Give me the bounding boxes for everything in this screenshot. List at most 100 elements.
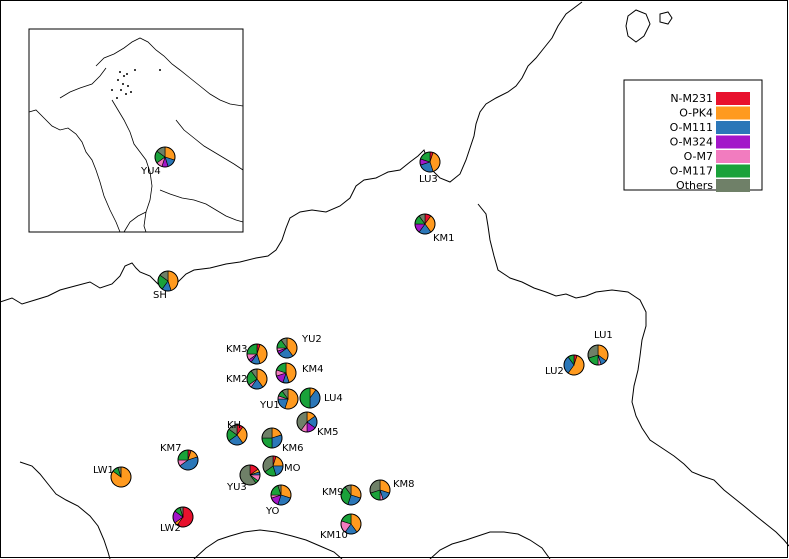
pie-outline bbox=[299, 387, 321, 409]
pie-km7: KM7 bbox=[160, 443, 199, 471]
pie-outline bbox=[270, 484, 292, 506]
inset-border-b bbox=[59, 67, 107, 99]
pie-yu3: YU3 bbox=[226, 464, 261, 493]
pie-km10: KM10 bbox=[320, 513, 362, 541]
pie-outline bbox=[262, 455, 284, 477]
population-label: KM2 bbox=[226, 374, 248, 385]
pie-outline bbox=[246, 343, 268, 365]
inset-coastline bbox=[28, 109, 121, 233]
inset-border-a bbox=[95, 37, 244, 107]
legend-swatch bbox=[716, 164, 750, 178]
population-label: KM5 bbox=[317, 427, 339, 438]
population-label: KM10 bbox=[320, 530, 348, 541]
population-label: LW1 bbox=[93, 465, 114, 476]
inset-coast-south bbox=[123, 211, 147, 233]
legend-label: O-M111 bbox=[670, 121, 713, 134]
population-label: YU4 bbox=[140, 166, 161, 177]
population-pies: YU4 LU3 KM1 SH LU1 LU2 KM3 YU2 KM2 KM4 YU1 LU4 KM5 KH… bbox=[93, 146, 613, 541]
population-label: YO bbox=[265, 506, 280, 517]
southeast-boundary bbox=[429, 531, 551, 559]
legend-swatch bbox=[716, 150, 750, 163]
population-label: KH bbox=[227, 420, 241, 431]
pie-km5: KM5 bbox=[296, 411, 339, 438]
legend-swatch bbox=[716, 106, 750, 120]
legend-label: O-M324 bbox=[670, 136, 713, 149]
pie-outline bbox=[172, 506, 194, 528]
pie-lw2: LW2 bbox=[160, 506, 194, 534]
population-label: KM7 bbox=[160, 443, 182, 454]
pie-km4: KM4 bbox=[275, 362, 324, 384]
population-label: KM6 bbox=[282, 443, 304, 454]
pie-outline bbox=[226, 424, 248, 446]
inset-frame bbox=[28, 28, 244, 233]
pie-km2: KM2 bbox=[226, 368, 268, 390]
pie-km8: KM8 bbox=[369, 479, 415, 501]
population-label: YU2 bbox=[301, 334, 322, 345]
southern-boundary bbox=[193, 529, 343, 559]
legend-label: N-M231 bbox=[670, 92, 713, 105]
legend-swatch bbox=[716, 92, 750, 105]
pie-yu2: YU2 bbox=[276, 334, 322, 359]
pie-outline bbox=[275, 362, 297, 384]
pie-km3: KM3 bbox=[226, 343, 268, 365]
pie-outline bbox=[419, 151, 441, 173]
population-label: LU4 bbox=[324, 393, 343, 404]
pie-km6: KM6 bbox=[261, 427, 304, 454]
population-label: MO bbox=[284, 463, 301, 474]
population-label: LU3 bbox=[419, 174, 438, 185]
northern-boundary bbox=[0, 1, 583, 305]
inset-border-d bbox=[175, 119, 244, 171]
population-label: LU2 bbox=[545, 366, 564, 377]
pie-lw1: LW1 bbox=[93, 465, 132, 488]
legend-swatch bbox=[716, 121, 750, 134]
inset-map bbox=[28, 28, 244, 233]
pie-outline bbox=[239, 464, 261, 486]
pie-yu1: YU1 bbox=[259, 388, 299, 411]
pie-outline bbox=[277, 388, 299, 410]
pie-outline bbox=[340, 513, 362, 535]
pie-km9: KM9 bbox=[322, 484, 362, 506]
population-label: SH bbox=[153, 290, 167, 301]
inset-dots bbox=[111, 69, 161, 99]
pie-outline bbox=[563, 354, 585, 376]
island-shapes bbox=[625, 9, 673, 43]
legend-swatch bbox=[716, 179, 750, 192]
pie-kh: KH bbox=[226, 420, 248, 446]
population-label: LU1 bbox=[594, 330, 613, 341]
western-boundary bbox=[19, 461, 111, 559]
eastern-boundary bbox=[477, 203, 789, 547]
pie-lu1: LU1 bbox=[587, 330, 613, 366]
pie-sh: SH bbox=[153, 270, 179, 301]
pie-outline bbox=[261, 427, 283, 449]
pie-outline bbox=[157, 270, 179, 292]
population-label: YU3 bbox=[226, 482, 247, 493]
pie-lu2: LU2 bbox=[545, 354, 585, 377]
population-label: KM4 bbox=[302, 364, 324, 375]
pie-outline bbox=[246, 368, 268, 390]
population-label: YU1 bbox=[259, 400, 280, 411]
legend-label: O-M7 bbox=[684, 150, 713, 163]
pie-outline bbox=[276, 337, 298, 359]
population-label: KM9 bbox=[322, 487, 344, 498]
pie-yo: YO bbox=[265, 484, 292, 517]
pie-mo: MO bbox=[262, 455, 301, 477]
legend-label: O-M117 bbox=[670, 165, 713, 178]
population-label: KM3 bbox=[226, 344, 248, 355]
pie-outline bbox=[154, 146, 176, 168]
inset-border-e bbox=[159, 189, 244, 223]
pie-outline bbox=[587, 344, 609, 366]
legend-label: O-PK4 bbox=[679, 107, 713, 120]
pie-outline bbox=[414, 213, 436, 235]
pie-outline bbox=[177, 449, 199, 471]
legend-swatch bbox=[716, 135, 750, 149]
pie-outline bbox=[340, 484, 362, 506]
pie-outline bbox=[369, 479, 391, 501]
legend-label: Others bbox=[676, 179, 713, 192]
pie-outline bbox=[110, 466, 132, 488]
pie-lu4: LU4 bbox=[299, 387, 343, 409]
pie-lu3: LU3 bbox=[419, 151, 441, 185]
